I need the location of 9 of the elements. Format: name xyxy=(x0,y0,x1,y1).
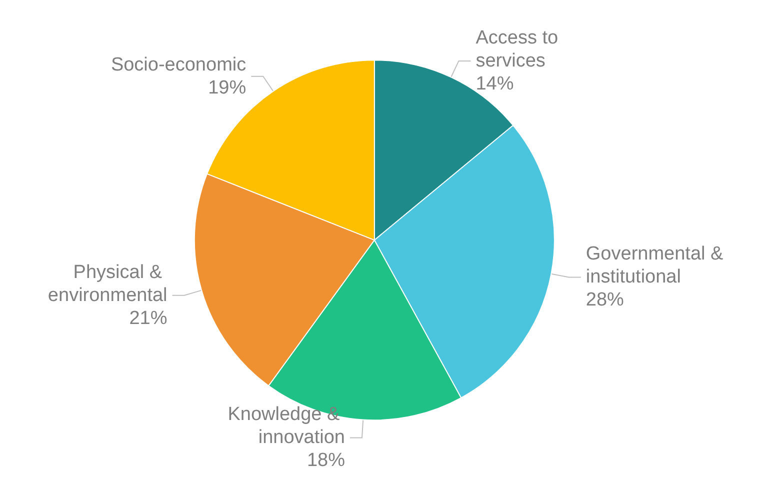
slice-label: Access to services xyxy=(476,27,564,72)
slice-label: Governmental & institutional xyxy=(586,244,728,288)
data-label: 19% xyxy=(208,77,246,98)
slice-label: Physical & environmental xyxy=(48,262,168,306)
slice-label: Socio-economic xyxy=(110,54,246,76)
data-label: 28% xyxy=(586,290,624,311)
data-label: 14% xyxy=(476,73,514,94)
data-label: 21% xyxy=(129,308,168,329)
data-label: 18% xyxy=(306,450,346,472)
